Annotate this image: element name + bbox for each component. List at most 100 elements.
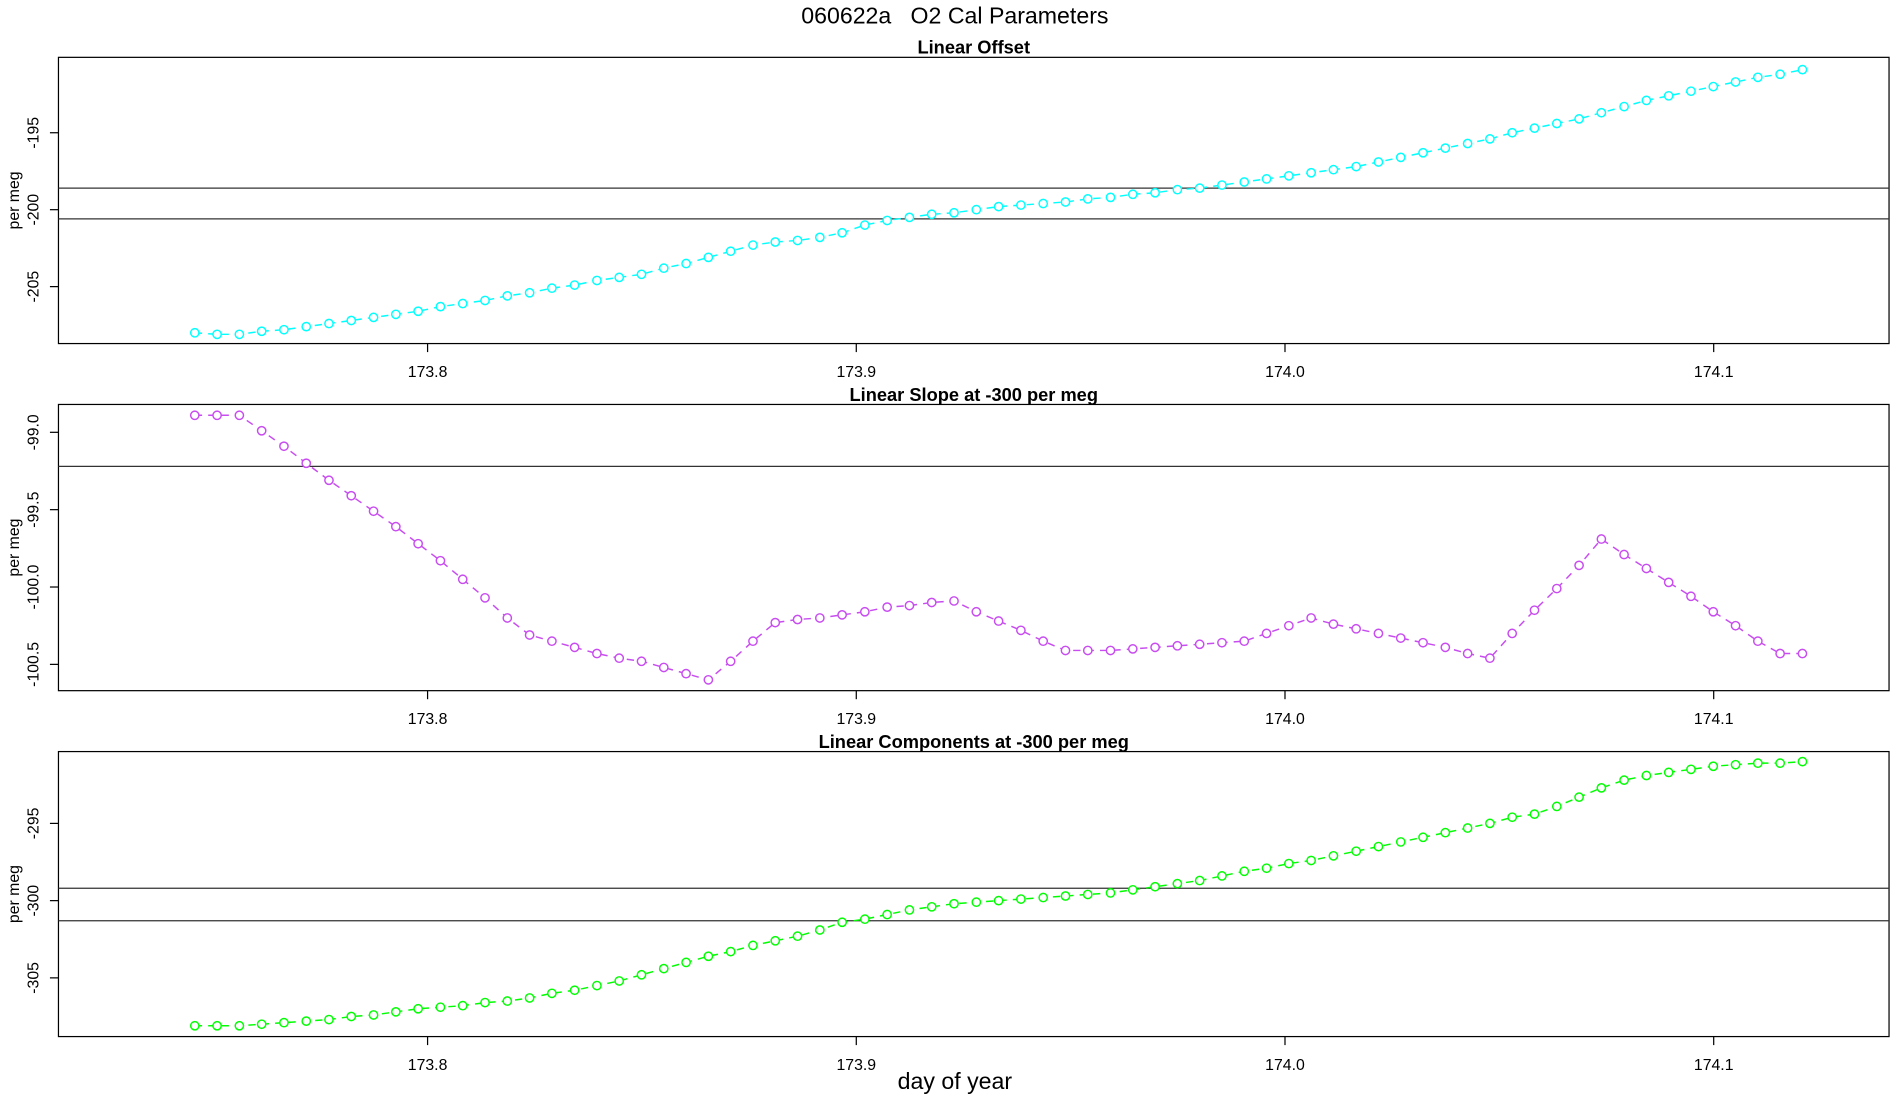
data-point (1395, 837, 1406, 847)
data-point (301, 1016, 312, 1026)
data-point (1283, 858, 1294, 869)
data-point (814, 613, 825, 623)
data-point (1194, 639, 1205, 650)
data-point (882, 909, 893, 920)
data-point (324, 1014, 334, 1025)
data-point (614, 653, 625, 664)
data-point (1306, 167, 1317, 178)
data-point (703, 252, 714, 263)
data-point (346, 315, 357, 326)
data-point (279, 441, 289, 452)
data-point (1507, 812, 1518, 823)
data-point (592, 648, 602, 659)
data-point (234, 1020, 245, 1031)
x-axis-label: day of year (898, 1068, 1013, 1094)
data-point (904, 600, 915, 611)
data-point (368, 1010, 379, 1020)
data-point (1217, 871, 1227, 881)
plot-frame (57, 403, 1890, 692)
data-point (837, 917, 848, 928)
data-point (569, 280, 580, 290)
data-point (592, 275, 602, 286)
data-point (1261, 628, 1272, 639)
data-point (1663, 577, 1674, 588)
data-point (569, 642, 580, 653)
data-point (1462, 648, 1473, 659)
data-point (725, 656, 736, 667)
data-point (1797, 648, 1808, 659)
data-point (792, 931, 803, 942)
data-point (1730, 620, 1741, 631)
data-point (1574, 792, 1584, 803)
data-point (1462, 138, 1473, 149)
data-point (234, 329, 245, 340)
data-point (457, 1000, 468, 1011)
data-point (234, 410, 245, 421)
data-point (1529, 605, 1540, 616)
data-point (949, 596, 959, 606)
data-point (770, 617, 781, 628)
y-tick-label: -200 (25, 194, 42, 226)
data-point (1239, 636, 1250, 647)
data-point (1172, 878, 1183, 889)
y-axis-label: per meg (6, 865, 23, 923)
data-point (1797, 756, 1808, 767)
data-point (1082, 889, 1093, 900)
data-point (1283, 620, 1294, 631)
data-point (1596, 107, 1607, 118)
data-point (1775, 648, 1786, 659)
data-point (1574, 560, 1584, 571)
panel-title: Linear Offset (917, 37, 1030, 58)
data-point (480, 997, 490, 1008)
data-point (524, 630, 535, 640)
data-point (1105, 645, 1116, 656)
data-point (1730, 77, 1741, 87)
data-point (1485, 653, 1495, 664)
data-point (569, 985, 580, 996)
data-point (413, 306, 424, 317)
data-point (1351, 623, 1362, 634)
data-point (1551, 118, 1562, 129)
data-point (1060, 645, 1071, 656)
data-point (971, 897, 982, 908)
data-point (1217, 180, 1227, 190)
data-point (926, 901, 937, 912)
data-point (1060, 891, 1071, 901)
data-point (993, 616, 1004, 626)
data-point (1150, 642, 1160, 653)
data-point (1686, 591, 1696, 602)
data-point (212, 410, 222, 421)
data-point (636, 269, 647, 280)
data-point (1082, 645, 1093, 656)
y-tick-label: -195 (25, 117, 42, 149)
data-point (971, 204, 982, 215)
data-point (1551, 801, 1562, 812)
data-point (189, 1020, 200, 1031)
data-point (1105, 888, 1116, 898)
y-tick-label: -99.0 (25, 414, 42, 450)
data-point (1462, 823, 1473, 833)
data-point (457, 574, 468, 585)
data-point (279, 1017, 289, 1028)
data-point (324, 475, 334, 486)
data-point (770, 237, 781, 247)
data-point (837, 609, 848, 620)
data-point (256, 425, 267, 436)
plot-frame (57, 56, 1890, 345)
data-point (882, 215, 893, 226)
data-point (1016, 894, 1026, 904)
x-tick-label: 173.9 (836, 711, 876, 728)
data-point (770, 935, 781, 946)
data-point (1418, 832, 1428, 843)
data-point (703, 951, 714, 962)
data-point (1038, 892, 1049, 903)
data-point (1418, 147, 1428, 158)
data-point (1529, 123, 1540, 133)
x-tick-label: 173.8 (408, 1057, 448, 1074)
data-point (1150, 187, 1160, 198)
data-point (346, 490, 357, 501)
y-tick-label: -100.5 (25, 642, 42, 687)
data-point (1752, 72, 1763, 83)
data-point (547, 636, 557, 647)
